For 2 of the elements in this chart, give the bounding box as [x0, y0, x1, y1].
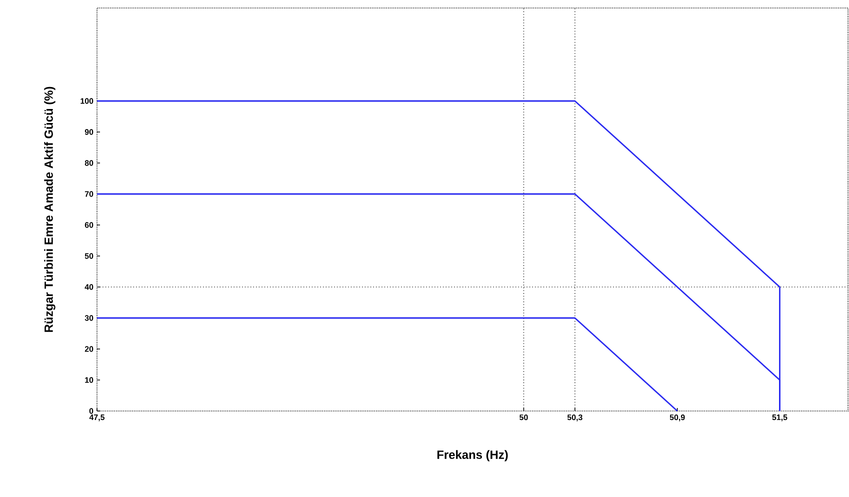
x-axis-title: Frekans (Hz) [437, 450, 508, 462]
y-axis-title: Rüzgar Türbini Emre Amade Aktif Gücü (%) [44, 86, 56, 332]
